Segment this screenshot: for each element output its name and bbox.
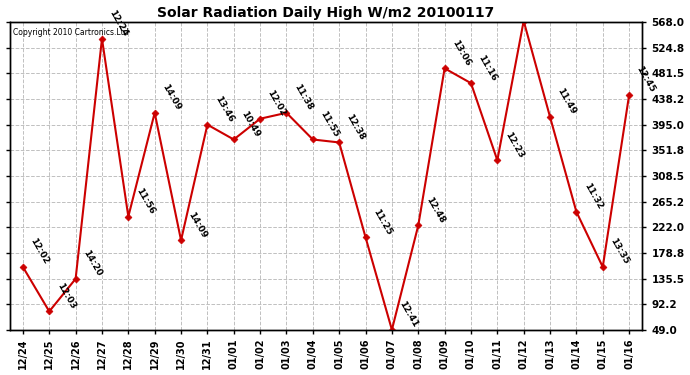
Text: 14:09: 14:09 xyxy=(160,82,182,112)
Text: 10:49: 10:49 xyxy=(239,110,262,139)
Text: 11:38: 11:38 xyxy=(292,83,314,112)
Text: 12:45: 12:45 xyxy=(635,65,657,94)
Text: 12:24: 12:24 xyxy=(108,9,130,38)
Text: Copyright 2010 Cartronics.Ltd: Copyright 2010 Cartronics.Ltd xyxy=(13,28,128,37)
Text: 12:41: 12:41 xyxy=(397,300,420,329)
Title: Solar Radiation Daily High W/m2 20100117: Solar Radiation Daily High W/m2 20100117 xyxy=(157,6,495,20)
Text: 13:46: 13:46 xyxy=(213,94,235,124)
Text: 11:03: 11:03 xyxy=(0,374,1,375)
Text: 13:35: 13:35 xyxy=(609,237,631,266)
Text: 11:16: 11:16 xyxy=(477,53,499,82)
Text: 14:20: 14:20 xyxy=(81,249,104,278)
Text: 11:32: 11:32 xyxy=(582,182,604,211)
Text: 12:48: 12:48 xyxy=(424,195,446,225)
Text: 12:02: 12:02 xyxy=(28,237,50,266)
Text: 12:38: 12:38 xyxy=(345,112,367,142)
Text: 11:55: 11:55 xyxy=(318,110,340,139)
Text: 11:25: 11:25 xyxy=(371,207,393,237)
Text: 12:03: 12:03 xyxy=(55,282,77,310)
Text: 13:06: 13:06 xyxy=(450,38,472,68)
Text: 11:56: 11:56 xyxy=(134,186,156,216)
Text: 14:09: 14:09 xyxy=(186,210,209,240)
Text: 11:49: 11:49 xyxy=(555,87,578,116)
Text: 12:23: 12:23 xyxy=(503,130,525,159)
Text: 12:02: 12:02 xyxy=(266,89,288,118)
